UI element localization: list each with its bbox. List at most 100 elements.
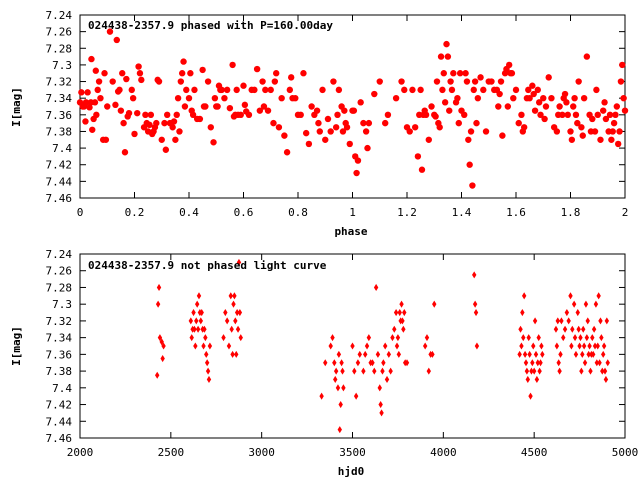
data-point [192, 325, 197, 333]
data-point [123, 75, 130, 83]
data-point [357, 99, 364, 106]
data-point [602, 115, 610, 123]
data-point [473, 119, 480, 127]
data-point [271, 78, 279, 85]
data-point [253, 65, 261, 73]
data-point [198, 317, 204, 325]
data-point [567, 128, 574, 135]
data-point [397, 309, 402, 317]
data-point [400, 317, 405, 325]
data-point [102, 136, 110, 143]
data-point [207, 342, 213, 350]
data-point [531, 107, 539, 114]
data-point [181, 103, 189, 110]
data-point [180, 58, 187, 65]
unphased-light-curve-panel: 7.24 7.26 7.28 7.3 7.32 7.34 7.36 7.38 7.4 7.42 7.… [10, 248, 638, 478]
data-point [224, 317, 230, 325]
y-tick-label: 7.36 [46, 109, 73, 122]
data-point [428, 103, 435, 110]
data-point [159, 338, 164, 346]
data-point [583, 53, 591, 60]
data-point [146, 121, 153, 128]
data-point [236, 258, 242, 266]
data-point [230, 350, 235, 358]
data-point [332, 359, 337, 367]
x-tick-label: 2500 [158, 446, 185, 459]
x-tick-label: 1.8 [561, 206, 581, 219]
data-point [439, 86, 446, 94]
data-point [121, 149, 129, 156]
data-point [568, 136, 576, 143]
y-tick-label: 7.26 [46, 265, 73, 278]
data-point [575, 309, 580, 317]
data-point [497, 78, 505, 85]
x-tick-label: 3500 [339, 446, 366, 459]
data-point [531, 342, 536, 350]
data-point [134, 109, 141, 117]
data-point [580, 94, 588, 102]
data-point [526, 94, 533, 102]
data-point [474, 342, 480, 350]
data-point [343, 124, 351, 131]
data-point [566, 317, 571, 325]
data-point [535, 359, 540, 367]
data-point [399, 300, 404, 308]
data-point [604, 317, 610, 325]
data-point [580, 350, 585, 358]
data-point [199, 66, 206, 74]
x-tick-label: 1.4 [452, 206, 472, 219]
data-point [534, 375, 540, 383]
data-point [365, 119, 373, 127]
data-point [462, 70, 469, 77]
data-point [373, 283, 379, 291]
data-point [195, 325, 201, 333]
data-point [226, 104, 234, 112]
data-point [520, 309, 525, 317]
data-point [308, 103, 315, 110]
data-point [422, 342, 428, 350]
data-point [426, 367, 431, 375]
data-point [82, 118, 89, 125]
data-point [176, 128, 183, 135]
data-point [120, 119, 127, 127]
data-point [316, 128, 323, 135]
y-tick-label: 7.46 [46, 432, 73, 445]
data-point [561, 334, 566, 342]
data-point [563, 99, 570, 106]
data-point [589, 115, 596, 123]
y-tick-label: 7.28 [46, 42, 73, 55]
data-point [315, 119, 322, 127]
data-point [527, 350, 532, 358]
data-point [82, 99, 90, 106]
data-point [234, 309, 240, 317]
data-point [616, 128, 623, 135]
x-tick-label: 3000 [248, 446, 275, 459]
data-point [364, 342, 370, 350]
data-point [162, 146, 170, 153]
data-point [210, 139, 217, 146]
data-point [613, 103, 621, 110]
y-tick-label: 7.44 [46, 415, 73, 428]
data-point [194, 317, 199, 325]
data-point [540, 350, 545, 358]
data-point [603, 375, 609, 383]
data-point [353, 169, 360, 177]
data-point [504, 103, 512, 110]
data-point [606, 111, 614, 119]
data-point [241, 101, 249, 109]
x-tick-label: 1.2 [397, 206, 417, 219]
x-tick-label: 4000 [430, 446, 457, 459]
x-tick-label: 5000 [612, 446, 639, 459]
data-point [406, 128, 413, 135]
y-tick-label: 7.42 [46, 159, 73, 172]
data-point [207, 124, 214, 131]
data-point [531, 367, 537, 375]
data-point [187, 70, 194, 77]
data-point [364, 144, 371, 152]
data-point [382, 119, 389, 127]
data-point [496, 90, 503, 98]
data-point [562, 325, 568, 333]
data-point [109, 78, 116, 85]
data-point [78, 89, 85, 96]
data-point [437, 53, 445, 60]
